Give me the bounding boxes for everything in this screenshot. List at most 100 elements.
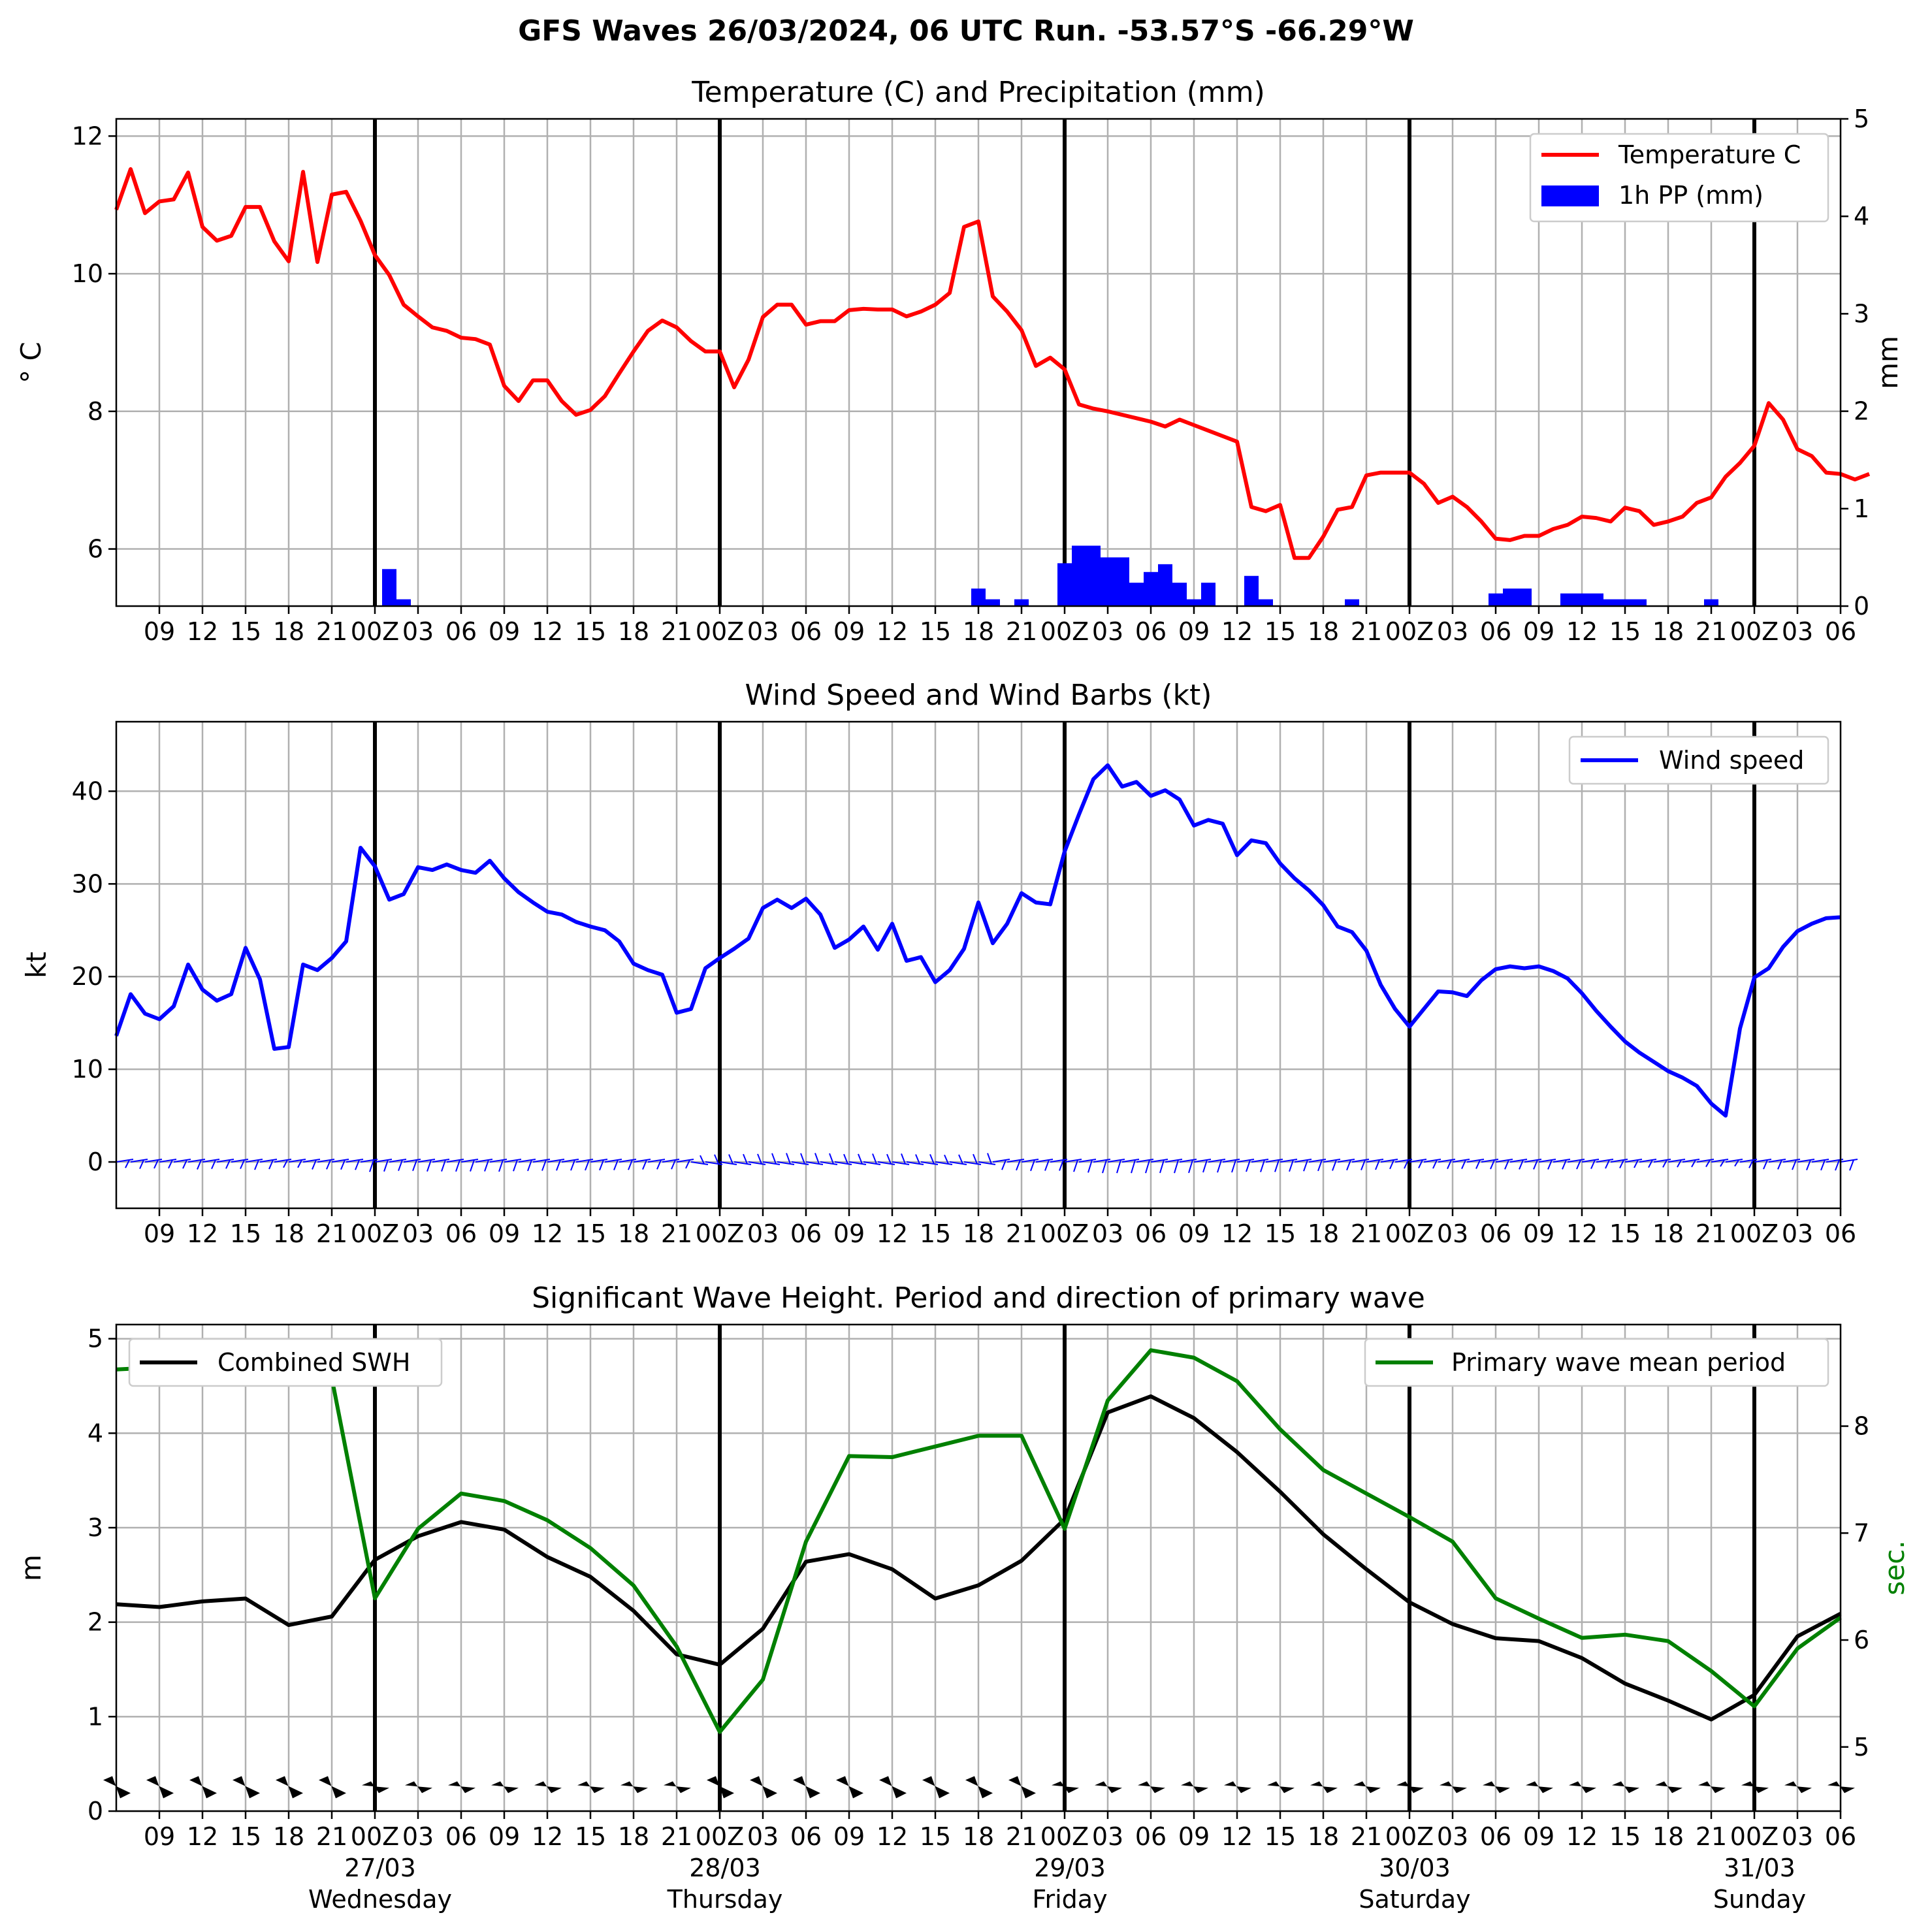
wind-barb-flag — [829, 1153, 834, 1165]
precip-bar — [1158, 564, 1172, 606]
wind-barb — [963, 1161, 982, 1166]
wind-barb — [1596, 1159, 1614, 1163]
x-tick-label: 03 — [1437, 617, 1468, 646]
direction-arrow — [1655, 1781, 1682, 1793]
plot-frame — [115, 720, 1842, 1210]
precip-bar — [1129, 583, 1144, 606]
wind-barb — [1840, 1159, 1858, 1163]
x-tick-label: 09 — [489, 1219, 520, 1248]
x-tick-label: 09 — [489, 1822, 520, 1851]
wind-barb — [1797, 1159, 1815, 1163]
wind-barb-flag — [484, 1159, 489, 1172]
x-tick-label: 06 — [445, 1822, 477, 1851]
wind-barb — [633, 1159, 651, 1163]
wind-barb-flag — [1619, 1159, 1624, 1168]
direction-arrow — [1181, 1781, 1208, 1793]
x-tick-label: 18 — [1308, 617, 1339, 646]
x-tick-label: 21 — [316, 1822, 347, 1851]
precip-bar — [1517, 588, 1532, 606]
direction-arrow — [319, 1776, 346, 1799]
y-right-tick-label: 0 — [1854, 592, 1869, 620]
y-tick-label: 8 — [88, 397, 103, 426]
direction-arrow — [707, 1776, 734, 1799]
wind-barb — [1466, 1159, 1485, 1163]
precip-bar — [1014, 599, 1029, 606]
x-tick-label: 12 — [532, 1822, 563, 1851]
wind-barb — [1380, 1159, 1398, 1163]
x-tick-label: 18 — [1652, 617, 1684, 646]
precip-bar — [1560, 593, 1575, 606]
precip-bar — [1144, 571, 1158, 606]
wind-barb-flag — [714, 1154, 719, 1165]
x-tick-label: 18 — [963, 1219, 994, 1248]
wind-barb-flag — [1849, 1159, 1854, 1171]
x-tick-label: 15 — [920, 1219, 951, 1248]
temperature-line — [114, 167, 1871, 560]
x-tick-label: 12 — [877, 617, 908, 646]
x-tick-label: 21 — [1696, 1219, 1727, 1248]
wind-barb-flag — [700, 1155, 705, 1165]
wind-barb — [374, 1159, 393, 1163]
x-tick-label: 00Z — [1040, 617, 1089, 646]
wind-barb-flag — [915, 1154, 920, 1165]
wind-barb — [173, 1159, 191, 1163]
direction-arrow — [362, 1781, 389, 1793]
x-tick-label: 15 — [1264, 1219, 1296, 1248]
wind-barb — [202, 1159, 220, 1163]
y-tick-label: 0 — [88, 1797, 103, 1825]
direction-arrow — [1612, 1781, 1639, 1793]
x-tick-label: 06 — [1135, 1822, 1167, 1851]
wind-barb-flag — [685, 1159, 690, 1169]
x-tick-label: 12 — [1221, 617, 1253, 646]
wind-barb — [1006, 1159, 1025, 1163]
wind-barb — [1021, 1159, 1039, 1163]
x-tick-label: 00Z — [696, 1219, 744, 1248]
x-tick-label: 06 — [790, 1219, 822, 1248]
direction-arrow — [620, 1781, 648, 1793]
x-tick-label: 15 — [230, 1219, 261, 1248]
wind-barb-flag — [1059, 1159, 1064, 1171]
wind-barb — [475, 1159, 493, 1163]
x-tick-label: 21 — [661, 617, 692, 646]
wind-barb-flag — [1188, 1159, 1193, 1174]
x-tick-label: 00Z — [1385, 617, 1434, 646]
wind-barb-flag — [944, 1154, 949, 1165]
wind-barb — [604, 1159, 622, 1163]
x-tick-label: 18 — [1652, 1219, 1684, 1248]
y-axis-label: kt — [20, 952, 52, 978]
wind-barb-flag — [441, 1159, 446, 1172]
x-tick-label: 00Z — [1385, 1219, 1434, 1248]
wind-barb — [504, 1159, 522, 1163]
wind-barb-flag — [973, 1153, 978, 1165]
wind-barb-flag — [585, 1159, 590, 1171]
wind-barb — [877, 1161, 895, 1166]
wind-barb-flag — [383, 1159, 389, 1172]
day-date-label: 29/03 — [1034, 1854, 1106, 1882]
wind-barb-flag — [1375, 1159, 1380, 1170]
wind-barb-flag — [1418, 1159, 1423, 1168]
wind-barb — [1438, 1159, 1456, 1163]
x-tick-label: 21 — [1351, 617, 1382, 646]
direction-arrow — [1353, 1781, 1381, 1793]
x-tick-label: 15 — [575, 1219, 606, 1248]
x-tick-label: 09 — [833, 617, 865, 646]
wind-barb — [777, 1161, 795, 1166]
wind-barb-flag — [958, 1154, 963, 1165]
x-tick-label: 06 — [1480, 1822, 1511, 1851]
direction-arrow — [836, 1776, 863, 1799]
wind-barb-flag — [1806, 1159, 1811, 1170]
x-tick-label: 21 — [1006, 1822, 1037, 1851]
wind-barb-flag — [1044, 1159, 1050, 1171]
wind-barb-flag — [326, 1159, 331, 1170]
direction-arrow — [1095, 1781, 1122, 1793]
wind-barb-flag — [240, 1159, 245, 1169]
direction-arrow — [1483, 1781, 1510, 1793]
wind-barb-flag — [254, 1159, 259, 1170]
wind-barb — [460, 1159, 479, 1163]
x-tick-label: 06 — [1825, 617, 1856, 646]
temperature-precip-panel: Temperature (C) and Precipitation (mm) 6 8… — [15, 76, 1904, 646]
x-tick-label: 09 — [144, 1219, 175, 1248]
x-tick-label: 06 — [1825, 1822, 1856, 1851]
precip-bar — [1187, 599, 1201, 606]
